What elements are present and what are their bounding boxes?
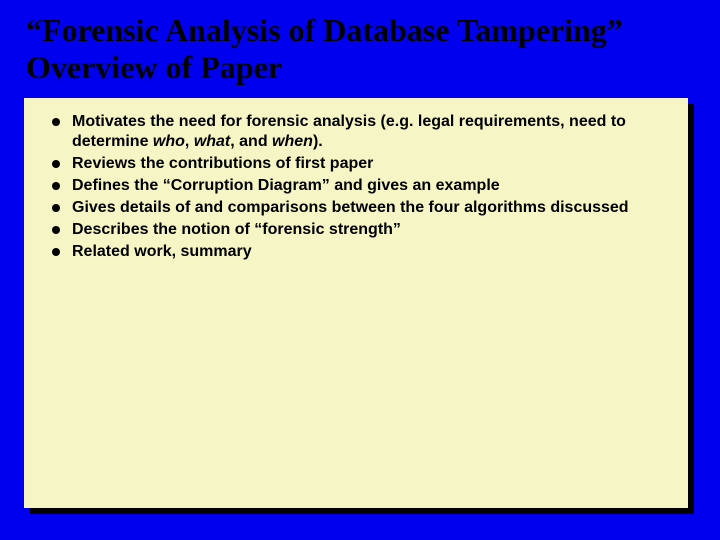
- list-item: Related work, summary: [46, 242, 666, 262]
- italic-text: who: [153, 133, 185, 150]
- bullet-text: ).: [313, 133, 323, 150]
- list-item: Gives details of and comparisons between…: [46, 198, 666, 218]
- slide: “Forensic Analysis of Database Tampering…: [0, 0, 720, 540]
- italic-text: what: [194, 133, 230, 150]
- list-item: Describes the notion of “forensic streng…: [46, 220, 666, 240]
- bullet-text: Gives details of and comparisons between…: [72, 199, 629, 216]
- bullet-list: Motivates the need for forensic analysis…: [46, 112, 666, 262]
- list-item: Defines the “Corruption Diagram” and giv…: [46, 176, 666, 196]
- bullet-text: Defines the “Corruption Diagram” and giv…: [72, 177, 500, 194]
- slide-title: “Forensic Analysis of Database Tampering…: [20, 12, 700, 86]
- content-box: Motivates the need for forensic analysis…: [24, 98, 688, 508]
- bullet-text: Describes the notion of “forensic streng…: [72, 221, 401, 238]
- list-item: Motivates the need for forensic analysis…: [46, 112, 666, 152]
- list-item: Reviews the contributions of first paper: [46, 154, 666, 174]
- bullet-text: , and: [230, 133, 272, 150]
- bullet-text: Reviews the contributions of first paper: [72, 155, 373, 172]
- italic-text: when: [272, 133, 313, 150]
- bullet-text: ,: [185, 133, 194, 150]
- bullet-text: Related work, summary: [72, 243, 252, 260]
